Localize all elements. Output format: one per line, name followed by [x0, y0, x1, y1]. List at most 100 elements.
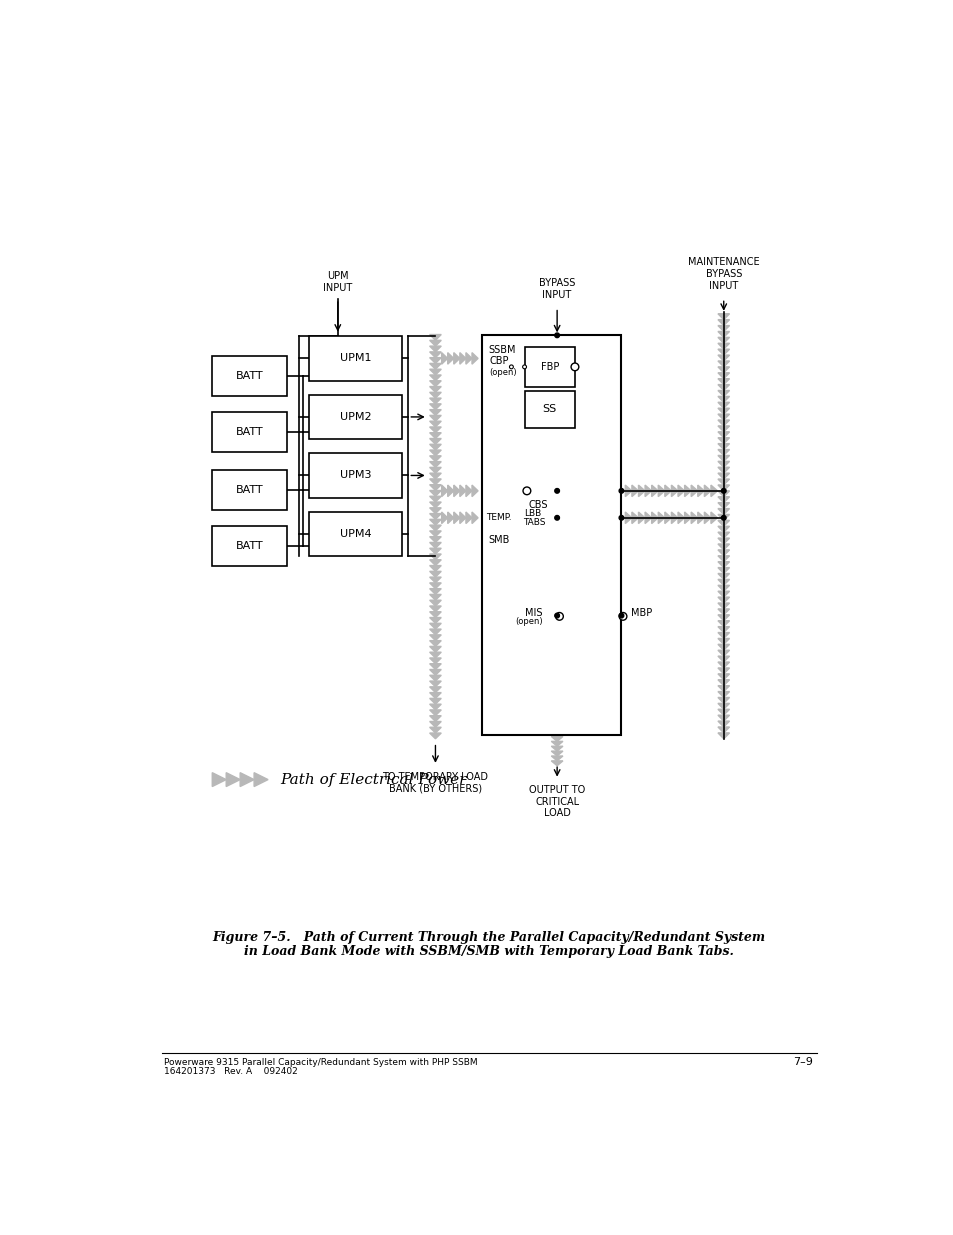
Polygon shape — [551, 690, 562, 697]
Polygon shape — [551, 412, 562, 417]
Polygon shape — [718, 668, 729, 674]
Polygon shape — [718, 732, 729, 739]
Polygon shape — [678, 485, 684, 496]
Polygon shape — [551, 406, 562, 412]
Polygon shape — [718, 320, 729, 326]
Polygon shape — [551, 378, 562, 383]
Polygon shape — [551, 354, 562, 361]
Polygon shape — [429, 398, 441, 404]
Polygon shape — [429, 727, 441, 734]
Polygon shape — [718, 674, 729, 679]
Polygon shape — [429, 542, 441, 548]
Polygon shape — [212, 773, 226, 787]
Polygon shape — [551, 441, 562, 447]
Text: BATT: BATT — [235, 372, 263, 382]
Polygon shape — [624, 485, 631, 496]
Polygon shape — [710, 513, 717, 524]
Polygon shape — [718, 450, 729, 456]
Polygon shape — [429, 490, 441, 496]
Polygon shape — [551, 499, 562, 505]
Polygon shape — [429, 450, 441, 456]
Polygon shape — [718, 414, 729, 420]
Polygon shape — [465, 353, 472, 364]
Polygon shape — [718, 437, 729, 443]
Polygon shape — [429, 629, 441, 635]
Polygon shape — [429, 716, 441, 721]
Polygon shape — [718, 479, 729, 485]
Polygon shape — [429, 600, 441, 606]
Polygon shape — [429, 663, 441, 669]
Polygon shape — [429, 456, 441, 462]
Polygon shape — [718, 609, 729, 615]
Polygon shape — [644, 485, 651, 496]
Polygon shape — [551, 557, 562, 563]
Polygon shape — [429, 646, 441, 652]
Polygon shape — [459, 513, 465, 524]
Polygon shape — [551, 529, 562, 534]
Polygon shape — [472, 485, 477, 496]
Polygon shape — [551, 436, 562, 441]
Polygon shape — [447, 513, 454, 524]
Polygon shape — [718, 314, 729, 320]
Polygon shape — [703, 485, 710, 496]
Text: (open): (open) — [489, 368, 517, 378]
Text: BATT: BATT — [235, 485, 263, 495]
Polygon shape — [240, 773, 253, 787]
Polygon shape — [429, 693, 441, 698]
Polygon shape — [718, 709, 729, 715]
Text: CBP: CBP — [489, 356, 509, 366]
Polygon shape — [429, 669, 441, 676]
Polygon shape — [718, 698, 729, 704]
Text: SSBM: SSBM — [488, 345, 516, 354]
Circle shape — [555, 613, 562, 620]
Polygon shape — [551, 656, 562, 662]
Bar — [524, 347, 575, 387]
Polygon shape — [697, 485, 703, 496]
Polygon shape — [429, 658, 441, 663]
Text: TO TEMPORARY LOAD
BANK (BY OTHERS): TO TEMPORARY LOAD BANK (BY OTHERS) — [382, 772, 488, 794]
Polygon shape — [551, 417, 562, 424]
Polygon shape — [551, 488, 562, 494]
Polygon shape — [664, 485, 671, 496]
Polygon shape — [429, 393, 441, 398]
Bar — [212, 471, 287, 510]
Polygon shape — [718, 356, 729, 361]
Polygon shape — [429, 555, 441, 559]
Polygon shape — [551, 621, 562, 626]
Text: UPM4: UPM4 — [339, 529, 371, 538]
Polygon shape — [718, 520, 729, 526]
Polygon shape — [429, 438, 441, 445]
Bar — [481, 336, 620, 735]
Polygon shape — [718, 727, 729, 732]
Polygon shape — [551, 551, 562, 557]
Polygon shape — [718, 426, 729, 432]
Polygon shape — [718, 638, 729, 645]
Polygon shape — [472, 353, 477, 364]
Polygon shape — [551, 464, 562, 471]
Polygon shape — [718, 337, 729, 343]
Polygon shape — [551, 684, 562, 690]
Polygon shape — [551, 494, 562, 499]
Text: BYPASS
INPUT: BYPASS INPUT — [538, 278, 575, 300]
Polygon shape — [718, 373, 729, 379]
Polygon shape — [429, 432, 441, 438]
Polygon shape — [551, 741, 562, 746]
Polygon shape — [551, 714, 562, 720]
Polygon shape — [551, 389, 562, 395]
Polygon shape — [551, 592, 562, 598]
Polygon shape — [465, 513, 472, 524]
Polygon shape — [718, 509, 729, 515]
Polygon shape — [551, 569, 562, 574]
Polygon shape — [651, 485, 658, 496]
Polygon shape — [429, 421, 441, 427]
Polygon shape — [718, 396, 729, 403]
Polygon shape — [658, 485, 664, 496]
Polygon shape — [429, 698, 441, 704]
Polygon shape — [551, 424, 562, 430]
Polygon shape — [551, 342, 562, 348]
Polygon shape — [691, 513, 697, 524]
Polygon shape — [226, 773, 240, 787]
Polygon shape — [551, 453, 562, 458]
Polygon shape — [551, 673, 562, 679]
Polygon shape — [551, 505, 562, 511]
